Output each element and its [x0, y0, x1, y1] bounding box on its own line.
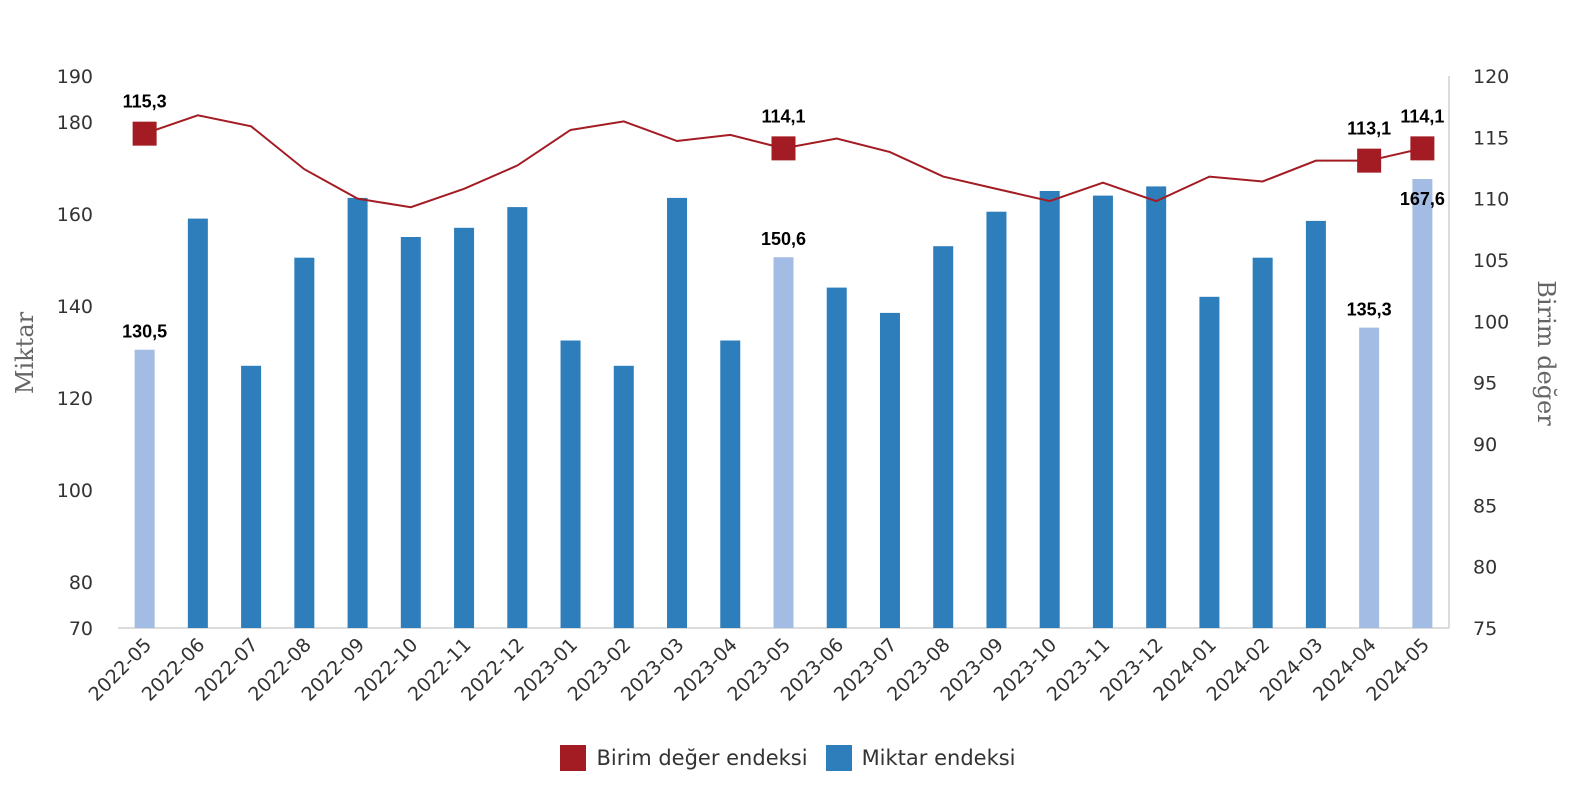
y2-tick-label: 90 [1473, 434, 1497, 456]
legend-item-miktar[interactable]: Miktar endeksi [825, 745, 1016, 771]
y2-axis-title: Birim değer [1532, 280, 1560, 426]
bar [454, 227, 475, 629]
y2-tick-label: 120 [1473, 66, 1509, 88]
legend-item-birim-deger[interactable]: Birim değer endeksi [560, 745, 808, 771]
y2-tick-label: 75 [1473, 618, 1497, 640]
line-marker [132, 121, 157, 146]
legend: Birim değer endeksi Miktar endeksi [0, 745, 1576, 771]
y-axis-title: Miktar [11, 311, 39, 394]
line-marker [1410, 136, 1435, 161]
bar-series [134, 179, 1433, 629]
y2-tick-label: 80 [1473, 557, 1497, 579]
y-tick-label: 160 [57, 204, 93, 226]
y2-tick-label: 85 [1473, 495, 1497, 517]
y-tick-label: 180 [57, 112, 93, 134]
bar [667, 197, 688, 628]
line-series [132, 114, 1435, 209]
y2-tick-label: 95 [1473, 373, 1497, 395]
y2-tick-label: 115 [1473, 127, 1509, 149]
data-label: 135,3 [1347, 300, 1392, 320]
bar [1146, 186, 1167, 628]
legend-swatch-miktar [825, 745, 852, 771]
bar [241, 365, 262, 628]
bar [347, 197, 368, 628]
data-label: 130,5 [122, 322, 167, 342]
data-label: 113,1 [1347, 119, 1391, 139]
bar [1359, 327, 1380, 628]
y2-tick-label: 100 [1473, 311, 1509, 333]
bar [1199, 296, 1220, 628]
line-marker [771, 136, 796, 161]
y-tick-label: 140 [57, 296, 93, 318]
bar [613, 365, 634, 628]
y-tick-label: 70 [69, 618, 93, 640]
bar [1039, 191, 1060, 628]
line-path [144, 114, 1423, 209]
bar [507, 207, 528, 628]
chart: 70 80 100 120 140 160 180 190 75 80 85 90 95 100 105 11… [11, 66, 1560, 706]
bar [1252, 257, 1273, 628]
bar [986, 211, 1007, 628]
bar [560, 340, 581, 628]
y-tick-label: 120 [57, 388, 93, 410]
bar [134, 349, 155, 628]
bar [879, 312, 900, 628]
legend-swatch-birim-deger [560, 745, 587, 771]
bar [1092, 195, 1113, 628]
data-labels: 130,5 150,6 135,3 167,6 115,3 114,1 113,1 114,1 [122, 92, 1445, 342]
y-tick-label: 100 [57, 480, 93, 502]
y2-tick-label: 110 [1473, 189, 1509, 211]
y2-tick-label: 105 [1473, 250, 1509, 272]
data-label: 167,6 [1400, 189, 1445, 209]
bar [773, 257, 794, 628]
data-label: 150,6 [761, 229, 806, 249]
bar [1305, 220, 1326, 628]
data-label: 115,3 [123, 92, 167, 112]
data-label: 114,1 [761, 106, 805, 126]
bar [400, 237, 421, 628]
legend-label-birim-deger: Birim değer endeksi [596, 746, 808, 770]
bar [1412, 179, 1433, 629]
bar [826, 287, 847, 628]
data-label: 114,1 [1400, 106, 1444, 126]
bar [187, 218, 208, 628]
bar [294, 257, 315, 628]
bar [933, 246, 954, 628]
legend-label-miktar: Miktar endeksi [861, 746, 1016, 770]
y-tick-label: 190 [57, 66, 93, 88]
bar [720, 340, 741, 628]
line-marker [1357, 148, 1382, 173]
y-tick-label: 80 [69, 572, 93, 594]
